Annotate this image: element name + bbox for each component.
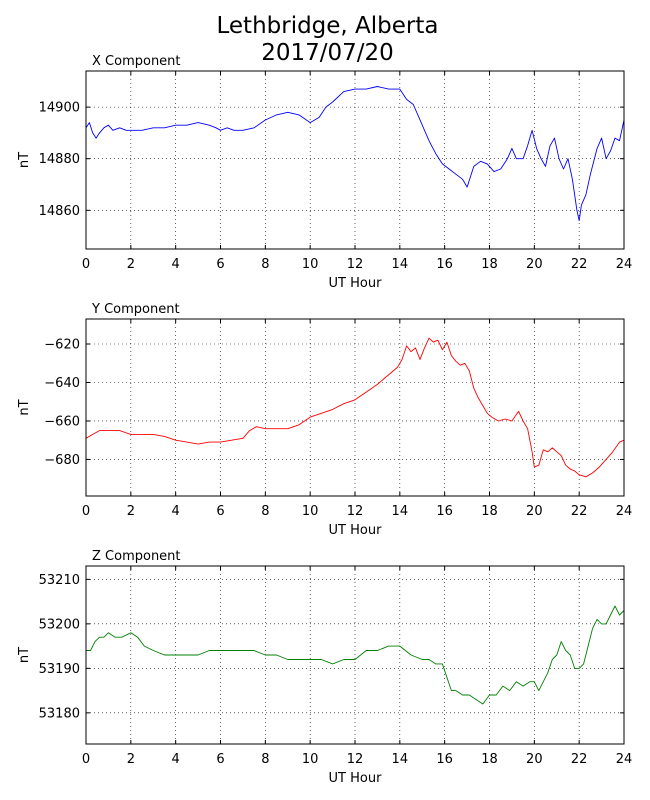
plot-frame <box>85 70 625 250</box>
x-tick-label: 6 <box>216 257 224 272</box>
x-tick-label: 16 <box>436 504 453 519</box>
y-tick-label: 53210 <box>39 573 80 588</box>
y-tick-label: 53180 <box>39 706 80 721</box>
x-tick-label: 6 <box>216 752 224 767</box>
series-line <box>85 86 625 222</box>
x-tick-label: 6 <box>216 504 224 519</box>
x-tick-label: 12 <box>347 504 364 519</box>
x-tick-label: 4 <box>172 257 180 272</box>
figure-title: Lethbridge, Alberta <box>216 13 439 39</box>
x-tick-label: 22 <box>571 504 588 519</box>
panel-title: Y Component <box>91 302 180 317</box>
x-tick-label: 10 <box>302 257 319 272</box>
x-tick-label: 10 <box>302 752 319 767</box>
plot-frame <box>85 318 625 497</box>
x-tick-label: 24 <box>616 257 633 272</box>
y-axis-label: nT <box>17 152 32 168</box>
x-tick-label: 18 <box>481 257 498 272</box>
x-tick-label: 22 <box>571 752 588 767</box>
x-tick-label: 16 <box>436 752 453 767</box>
x-tick-label: 10 <box>302 504 319 519</box>
series-line <box>85 337 625 478</box>
panel-title: X Component <box>92 54 181 69</box>
x-tick-label: 2 <box>127 504 135 519</box>
x-tick-label: 24 <box>616 752 633 767</box>
x-tick-label: 2 <box>127 752 135 767</box>
plot-frame <box>85 565 625 745</box>
x-tick-label: 18 <box>481 752 498 767</box>
x-tick-label: 4 <box>172 504 180 519</box>
x-tick-label: 20 <box>526 752 543 767</box>
y-axis-label: nT <box>17 647 32 663</box>
y-axis-label: nT <box>17 399 32 415</box>
y-tick-label: 53190 <box>39 662 80 677</box>
chart-panel-3: 0 2 4 6 8 10 12 14 16 18 20 22 245318053190532005321… <box>17 549 632 786</box>
x-tick-label: 14 <box>392 504 409 519</box>
x-tick-label: 0 <box>82 257 90 272</box>
x-tick-label: 4 <box>172 752 180 767</box>
x-tick-label: 14 <box>392 752 409 767</box>
x-tick-label: 12 <box>347 257 364 272</box>
y-tick-label: 14880 <box>39 152 80 167</box>
panel-title: Z Component <box>92 549 181 564</box>
figure-date: 2017/07/20 <box>261 40 394 66</box>
y-tick-label: 53200 <box>39 617 80 632</box>
x-axis-label: UT Hour <box>329 771 383 786</box>
y-tick-label: −620 <box>44 338 80 353</box>
x-tick-label: 0 <box>82 504 90 519</box>
y-tick-label: −660 <box>44 414 80 429</box>
x-tick-label: 20 <box>526 257 543 272</box>
x-axis-label: UT Hour <box>329 523 383 538</box>
x-tick-label: 14 <box>392 257 409 272</box>
y-tick-label: 14900 <box>39 101 80 116</box>
x-tick-label: 24 <box>616 504 633 519</box>
y-tick-label: 14860 <box>39 204 80 219</box>
x-tick-label: 12 <box>347 752 364 767</box>
y-tick-label: −680 <box>44 453 80 468</box>
y-tick-label: −640 <box>44 376 80 391</box>
x-tick-label: 8 <box>261 504 269 519</box>
x-axis-label: UT Hour <box>329 276 383 291</box>
x-tick-label: 20 <box>526 504 543 519</box>
x-tick-label: 2 <box>127 257 135 272</box>
x-tick-label: 18 <box>481 504 498 519</box>
series-line <box>86 605 625 705</box>
x-tick-label: 8 <box>261 752 269 767</box>
x-tick-label: 16 <box>436 257 453 272</box>
x-tick-label: 0 <box>82 752 90 767</box>
x-tick-label: 8 <box>261 257 269 272</box>
x-tick-label: 22 <box>571 257 588 272</box>
